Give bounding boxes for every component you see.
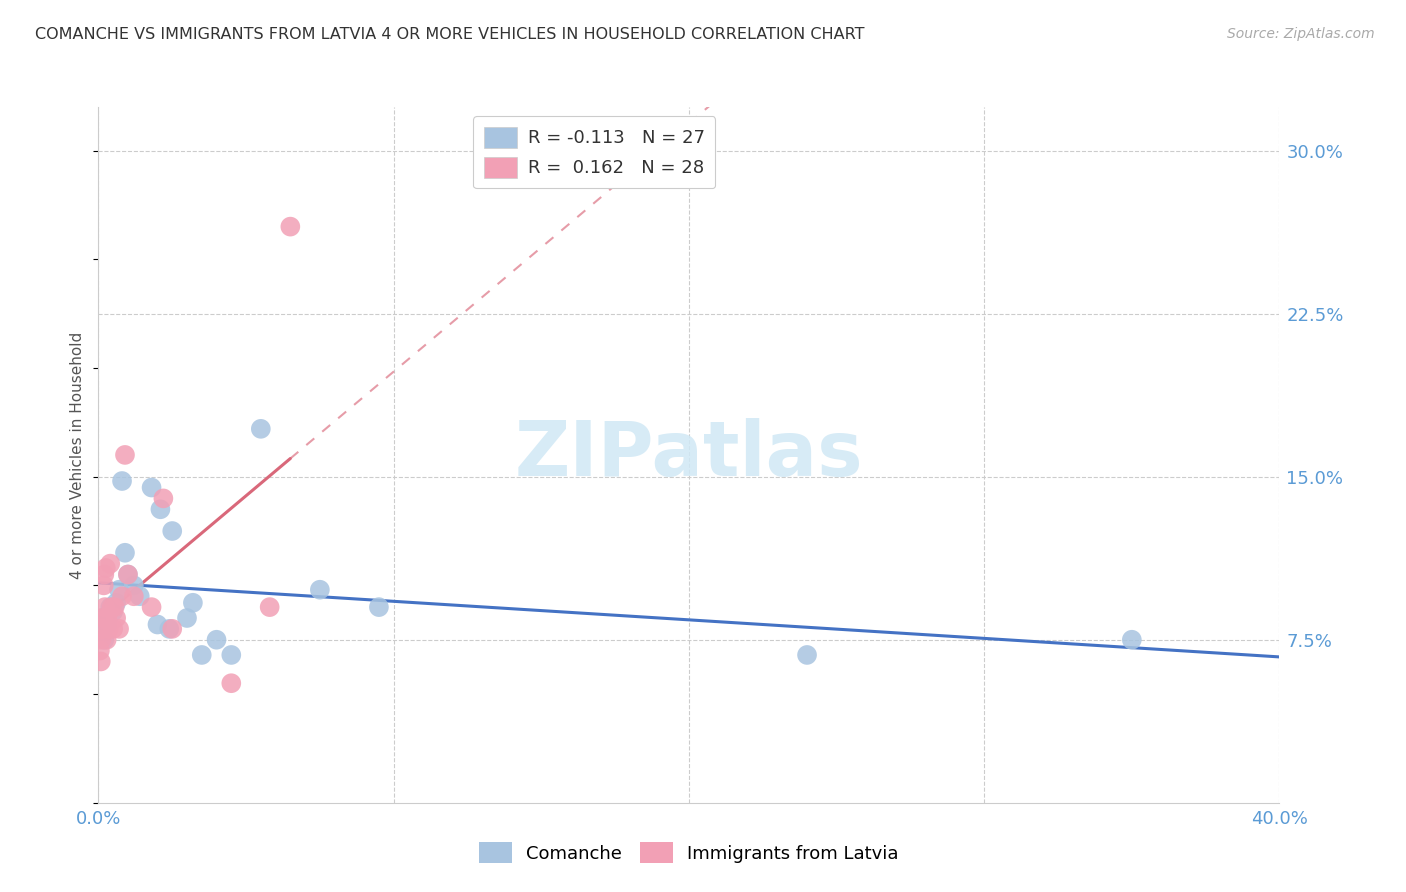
Point <box>157 622 180 636</box>
Point <box>141 600 163 615</box>
Point <box>141 481 163 495</box>
Point <box>91 611 114 625</box>
Point <box>94 561 117 575</box>
Text: COMANCHE VS IMMIGRANTS FROM LATVIA 4 OR MORE VEHICLES IN HOUSEHOLD CORRELATION C: COMANCHE VS IMMIGRANTS FROM LATVIA 4 OR … <box>35 27 865 42</box>
Point <box>111 589 134 603</box>
Point <box>796 648 818 662</box>
Point <box>162 524 183 538</box>
Point <box>105 596 128 610</box>
Point <box>108 622 131 636</box>
Point <box>221 676 243 690</box>
Point <box>181 596 204 610</box>
Point <box>191 648 214 662</box>
Point <box>90 655 112 669</box>
Point <box>309 582 332 597</box>
Point <box>98 600 121 615</box>
Point <box>96 617 118 632</box>
Point <box>93 567 115 582</box>
Point <box>128 589 150 603</box>
Point <box>368 600 391 615</box>
Point <box>89 643 111 657</box>
Point <box>108 582 131 597</box>
Point <box>104 600 127 615</box>
Point <box>117 567 139 582</box>
Y-axis label: 4 or more Vehicles in Household: 4 or more Vehicles in Household <box>70 331 86 579</box>
Point <box>97 622 120 636</box>
Point <box>152 491 174 506</box>
Point <box>100 600 122 615</box>
Point <box>117 567 139 582</box>
Text: Source: ZipAtlas.com: Source: ZipAtlas.com <box>1227 27 1375 41</box>
Point <box>114 448 136 462</box>
Point <box>93 578 115 592</box>
Point <box>111 474 134 488</box>
Point <box>221 648 243 662</box>
Point <box>162 622 183 636</box>
Point <box>259 600 281 615</box>
Point <box>1121 632 1143 647</box>
Point <box>149 502 172 516</box>
Point <box>114 546 136 560</box>
Point <box>146 617 169 632</box>
Point <box>94 600 117 615</box>
Point <box>105 611 128 625</box>
Point <box>250 422 273 436</box>
Text: ZIPatlas: ZIPatlas <box>515 418 863 491</box>
Point <box>122 589 145 603</box>
Point <box>93 632 115 647</box>
Point <box>278 219 302 234</box>
Point <box>122 578 145 592</box>
Point <box>103 622 125 636</box>
Point <box>205 632 228 647</box>
Point <box>176 611 198 625</box>
Point <box>91 622 114 636</box>
Point <box>96 611 118 625</box>
Point <box>90 632 112 647</box>
Legend: Comanche, Immigrants from Latvia: Comanche, Immigrants from Latvia <box>472 835 905 871</box>
Point <box>90 611 112 625</box>
Point <box>103 605 125 619</box>
Point <box>96 632 118 647</box>
Point <box>98 557 121 571</box>
